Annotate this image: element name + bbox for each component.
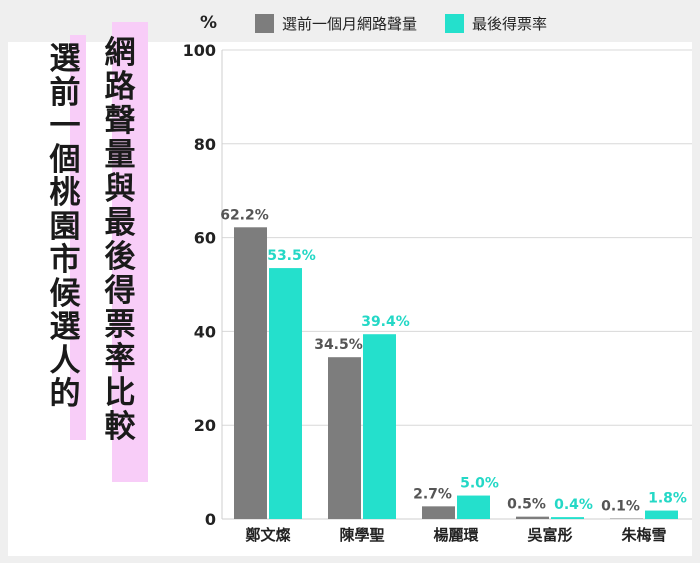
x-category-label: 楊麗環: [433, 526, 479, 544]
data-label: 39.4%: [361, 314, 410, 330]
data-label: 53.5%: [267, 248, 316, 264]
title-char: 選: [49, 309, 81, 345]
title-char: 票: [104, 307, 136, 343]
y-tick-label: 100: [183, 41, 216, 60]
title-char: 率: [104, 341, 136, 377]
legend-swatch-vote: [445, 14, 465, 33]
data-label: 0.1%: [601, 499, 640, 515]
title-highlight-right: [112, 22, 148, 482]
title-char: 後: [104, 239, 136, 275]
title-char: 選: [49, 41, 81, 77]
data-label: 1.8%: [648, 491, 687, 507]
title-char: 得: [104, 273, 136, 309]
data-label: 0.5%: [507, 497, 546, 513]
title-char: 個: [49, 141, 81, 178]
title-char: 一: [49, 108, 81, 144]
data-label: 62.2%: [220, 207, 269, 223]
title-char: 前: [49, 74, 81, 111]
y-tick-label: 40: [194, 322, 216, 341]
title-column-right: 網路聲量與最後得票率比較: [100, 32, 140, 447]
bar-volume: [516, 516, 549, 519]
title-char: 市: [49, 242, 81, 278]
title-char: 路: [104, 69, 136, 105]
y-tick-label: 0: [205, 510, 216, 529]
title-char: 網: [104, 35, 136, 71]
bar-volume: [422, 506, 455, 519]
title-char: 比: [104, 375, 136, 411]
bar-vote: [269, 268, 302, 519]
data-label: 0.4%: [554, 497, 593, 513]
title-char: 人: [49, 342, 81, 379]
legend-label-volume: 選前一個月網路聲量: [282, 15, 418, 33]
title-char: 候: [49, 275, 81, 312]
x-category-label: 朱梅雪: [621, 526, 666, 544]
title-char: 與: [104, 171, 136, 207]
bar-vote: [551, 517, 584, 519]
data-label: 5.0%: [460, 476, 499, 492]
bar-vote: [645, 510, 678, 519]
y-tick-label: 60: [194, 229, 216, 248]
bar-volume: [328, 357, 361, 519]
title-column-left: 選前一個桃園市候選人的: [48, 44, 82, 410]
title-char: 的: [49, 376, 81, 412]
x-category-label: 吳富彤: [527, 526, 572, 544]
legend-item-volume: 選前一個月網路聲量: [255, 13, 417, 34]
title-char: 較: [104, 409, 136, 445]
y-tick-label: 80: [194, 135, 216, 154]
legend: 選前一個月網路聲量 最後得票率: [255, 13, 575, 34]
x-category-label: 陳學聖: [339, 526, 384, 544]
legend-swatch-volume: [255, 14, 274, 33]
bar-volume: [234, 227, 267, 520]
data-label: 34.5%: [314, 337, 363, 353]
bar-vote: [363, 334, 396, 519]
bar-vote: [457, 495, 490, 519]
title-char: 桃: [49, 175, 81, 211]
legend-item-vote: 最後得票率: [445, 13, 547, 34]
data-label: 2.7%: [413, 486, 452, 502]
title-char: 最: [104, 205, 136, 241]
y-tick-label: 20: [194, 416, 216, 435]
legend-label-vote: 最後得票率: [472, 15, 548, 33]
title-char: 聲: [104, 103, 136, 139]
x-category-label: 鄭文燦: [245, 526, 291, 544]
y-unit-label: %: [200, 13, 218, 33]
title-char: 園: [49, 208, 81, 245]
title-char: 量: [104, 137, 136, 173]
title-highlight-left: [44, 35, 86, 440]
